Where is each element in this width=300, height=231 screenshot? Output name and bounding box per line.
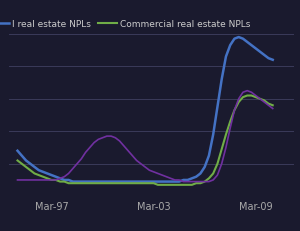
Commercial real estate NPLs bbox=[16, 159, 19, 162]
l real estate NPLs bbox=[156, 180, 160, 183]
l real estate NPLs bbox=[67, 179, 70, 182]
l real estate NPLs bbox=[109, 180, 113, 183]
l real estate NPLs bbox=[237, 36, 241, 39]
l real estate NPLs bbox=[80, 180, 83, 183]
l real estate NPLs bbox=[16, 150, 19, 152]
Commercial real estate NPLs bbox=[271, 104, 275, 107]
l real estate NPLs bbox=[271, 59, 275, 62]
l real estate NPLs bbox=[71, 180, 75, 183]
Commercial real estate NPLs bbox=[245, 95, 249, 97]
Commercial real estate NPLs bbox=[156, 184, 160, 186]
Commercial real estate NPLs bbox=[241, 96, 245, 99]
Line: l real estate NPLs: l real estate NPLs bbox=[17, 38, 273, 182]
Commercial real estate NPLs bbox=[105, 182, 109, 185]
Line: Commercial real estate NPLs: Commercial real estate NPLs bbox=[17, 96, 273, 185]
Commercial real estate NPLs bbox=[173, 184, 177, 186]
l real estate NPLs bbox=[173, 180, 177, 183]
Legend: l real estate NPLs, Commercial real estate NPLs: l real estate NPLs, Commercial real esta… bbox=[0, 20, 250, 29]
Commercial real estate NPLs bbox=[75, 182, 79, 185]
Commercial real estate NPLs bbox=[152, 182, 155, 185]
Commercial real estate NPLs bbox=[67, 182, 70, 185]
l real estate NPLs bbox=[245, 41, 249, 44]
